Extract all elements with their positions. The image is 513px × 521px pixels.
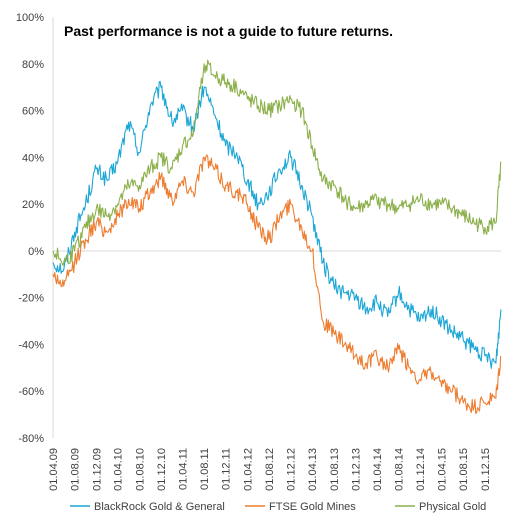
legend-label: FTSE Gold Mines — [269, 501, 356, 513]
x-tick-label: 01.04.09 — [48, 448, 60, 491]
y-tick-label: -20% — [18, 293, 44, 305]
series-line-2 — [52, 154, 502, 415]
series-line-1 — [52, 80, 502, 369]
x-tick-label: 01.08.14 — [393, 448, 405, 491]
x-tick-label: 01.08.09 — [70, 448, 82, 491]
legend-label: Physical Gold — [419, 501, 486, 513]
y-tick-label: 0% — [28, 246, 44, 258]
x-tick-labels: 01.04.09 01.08.09 01.12.09 01.04.10 01.08.10… — [48, 448, 492, 491]
x-tick-label: 01.12.14 — [415, 448, 427, 491]
x-tick-label: 01.12.09 — [91, 448, 103, 491]
legend-label: BlackRock Gold & General — [94, 501, 225, 513]
y-tick-labels: 100% 80% 60% 40% 20% 0% -20% -40% -60% -80% — [16, 12, 44, 445]
x-tick-label: 01.08.13 — [329, 448, 341, 491]
x-tick-label: 01.08.10 — [134, 448, 146, 491]
x-tick-label: 01.12.12 — [286, 448, 298, 491]
x-tick-label: 01.08.15 — [458, 448, 470, 491]
x-tick-label: 01.12.10 — [156, 448, 168, 491]
y-tick-label: 40% — [22, 152, 44, 164]
y-tick-label: 60% — [22, 106, 44, 118]
x-tick-label: 01.12.15 — [480, 448, 492, 491]
chart-legend: BlackRock Gold & General FTSE Gold Mines P… — [70, 501, 486, 513]
x-tick-label: 01.04.14 — [372, 448, 384, 491]
chart-axes — [52, 17, 501, 438]
y-tick-label: -60% — [18, 386, 44, 398]
x-tick-label: 01.08.12 — [264, 448, 276, 491]
series-lines — [52, 59, 502, 415]
x-tick-label: 01.04.13 — [307, 448, 319, 491]
y-tick-label: -80% — [18, 433, 44, 445]
x-tick-label: 01.12.11 — [221, 448, 233, 490]
x-tick-label: 01.04.11 — [177, 448, 189, 490]
y-tick-label: 20% — [22, 199, 44, 211]
x-tick-label: 01.12.13 — [350, 448, 362, 491]
x-tick-label: 01.08.11 — [199, 448, 211, 490]
y-tick-label: 80% — [22, 59, 44, 71]
x-tick-label: 01.04.12 — [242, 448, 254, 491]
x-tick-label: 01.04.10 — [113, 448, 125, 491]
x-tick-label: 01.04.15 — [437, 448, 449, 491]
chart-annotation: Past performance is not a guide to futur… — [64, 23, 393, 39]
y-tick-label: -40% — [18, 339, 44, 351]
series-line-3 — [52, 59, 502, 267]
y-tick-label: 100% — [16, 12, 44, 24]
